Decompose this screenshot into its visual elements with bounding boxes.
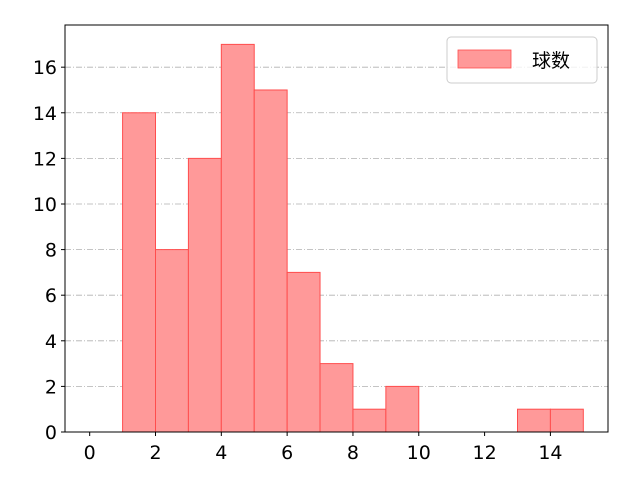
x-tick-label: 6 <box>281 442 293 464</box>
x-tick-label: 12 <box>472 442 496 464</box>
histogram-bar <box>286 271 321 433</box>
y-tick-label: 0 <box>45 422 57 444</box>
y-axis: 0 2 4 6 8 10 12 14 16 <box>33 57 65 444</box>
legend: 球数 <box>446 36 598 84</box>
x-tick-label: 4 <box>215 442 227 464</box>
y-tick-label: 14 <box>33 103 57 125</box>
histogram-bar <box>187 157 222 433</box>
legend-box <box>446 36 598 84</box>
histogram-bar <box>155 249 189 433</box>
x-axis: 0 2 4 6 8 10 12 14 <box>84 432 563 464</box>
y-tick-label: 2 <box>45 376 57 398</box>
histogram-bar <box>253 89 288 433</box>
histogram-bar <box>319 363 354 433</box>
y-tick-label: 12 <box>33 148 57 170</box>
y-tick-label: 6 <box>45 285 57 307</box>
y-tick-label: 16 <box>33 57 57 79</box>
x-tick-label: 8 <box>347 442 359 464</box>
y-tick-label: 10 <box>33 194 57 216</box>
plot-frame <box>64 24 609 433</box>
histogram-bar <box>220 43 255 433</box>
y-tick-label: 4 <box>45 331 57 353</box>
y-tick-label: 8 <box>45 240 57 262</box>
histogram-bar <box>549 408 584 433</box>
histogram-bar <box>352 408 387 433</box>
legend-swatch <box>457 49 512 69</box>
legend-label: 球数 <box>532 50 570 72</box>
bars <box>122 43 584 433</box>
x-tick-label: 2 <box>149 442 161 464</box>
histogram-bar <box>517 408 551 433</box>
histogram-bar <box>122 112 157 433</box>
x-tick-label: 10 <box>407 442 431 464</box>
histogram-bar <box>385 385 420 433</box>
x-tick-label: 0 <box>84 442 96 464</box>
x-tick-label: 14 <box>538 442 562 464</box>
